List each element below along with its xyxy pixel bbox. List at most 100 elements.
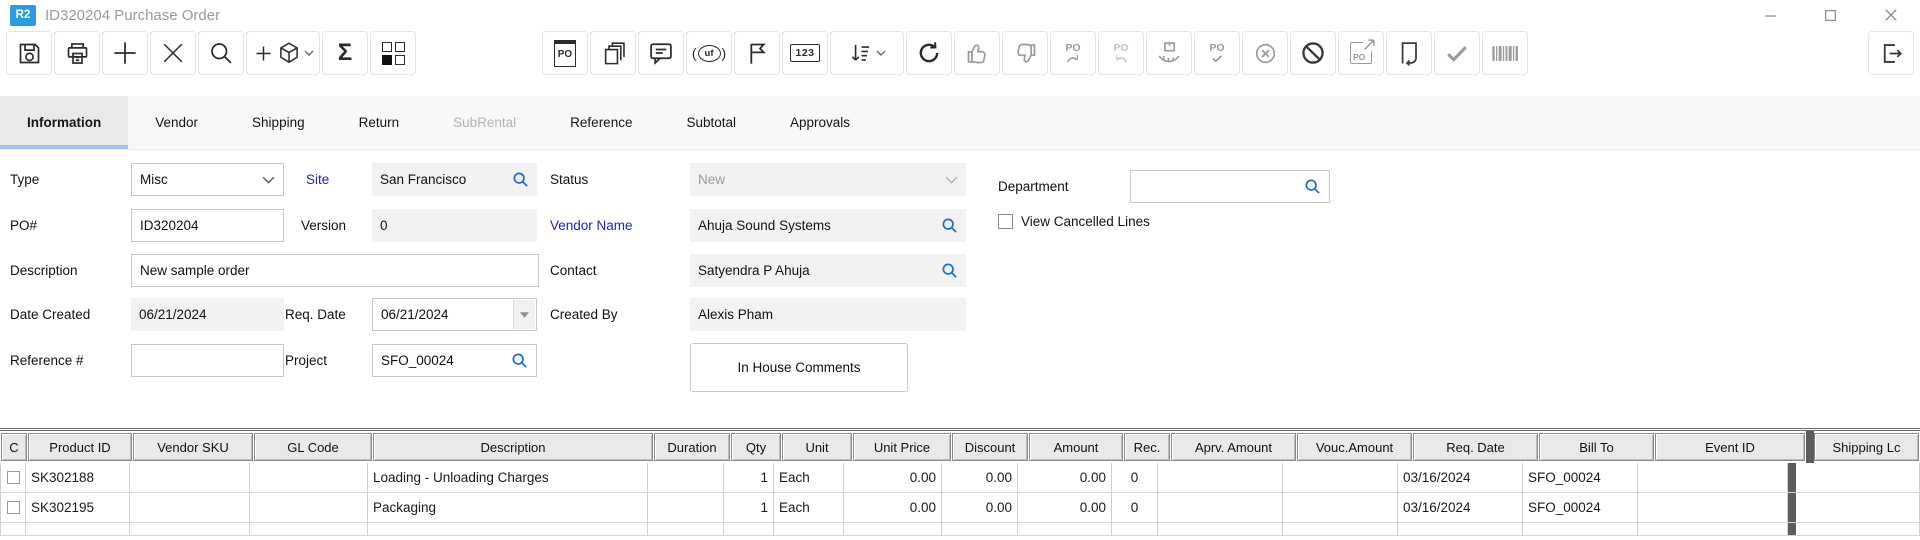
return-document-button[interactable] [1386,31,1432,75]
numbers-icon: 123 [790,44,820,62]
column-header-gl-code[interactable]: GL Code [254,433,372,461]
po-document-icon: PO [554,39,576,67]
minimize-button[interactable] [1764,9,1777,22]
no-entry-icon [1302,42,1324,64]
column-header-vendor-sku[interactable]: Vendor SKU [133,433,253,461]
cell-bill-to: SFO_00024 [1523,463,1638,492]
cell-duration [648,493,724,522]
cell-req-date: 03/16/2024 [1398,493,1523,522]
tab-subtotal[interactable]: Subtotal [686,115,737,130]
row-checkbox[interactable] [6,471,20,484]
tab-vendor[interactable]: Vendor [155,115,199,130]
department-field[interactable] [1130,170,1330,203]
column-header-bill-to[interactable]: Bill To [1539,433,1654,461]
search-icon[interactable] [1304,178,1321,195]
receive-button[interactable] [1146,31,1192,75]
search-icon[interactable] [941,262,958,279]
contact-field[interactable]: Satyendra P Ahuja [690,254,966,287]
barcode-button[interactable] [1482,31,1528,75]
flag-button[interactable] [734,31,780,75]
site-label[interactable]: Site [306,172,330,187]
search-icon[interactable] [512,171,529,188]
tab-approvals[interactable]: Approvals [790,115,851,130]
in-house-comments-button[interactable]: In House Comments [690,343,908,392]
count-button[interactable]: 123 [782,31,828,75]
void-button[interactable] [1290,31,1336,75]
column-header-shipping-location[interactable]: Shipping Lc [1814,433,1919,461]
tab-return[interactable]: Return [358,115,400,130]
column-header-description[interactable]: Description [373,433,653,461]
delete-line-button[interactable] [150,31,196,75]
search-icon[interactable] [511,352,528,369]
tab-shipping[interactable]: Shipping [252,115,305,130]
cell-aprv-amount [1158,493,1283,522]
maximize-button[interactable] [1824,9,1837,22]
project-input[interactable]: SFO_00024 [372,344,537,377]
cancel-line-button[interactable] [1242,31,1288,75]
grid-pane-splitter [1788,463,1796,492]
search-button[interactable] [198,31,244,75]
vendor-name-field[interactable]: Ahuja Sound Systems [690,209,966,242]
exit-button[interactable] [1868,31,1914,75]
save-button[interactable] [6,31,52,75]
approve-button[interactable] [954,31,1000,75]
user-fields-button[interactable]: (uf) [686,31,732,75]
line-items-grid: C Product ID Vendor SKU GL Code Descript… [0,428,1920,540]
copy-button[interactable] [590,31,636,75]
vendor-name-label[interactable]: Vendor Name [550,218,633,233]
date-dropdown-button[interactable] [513,300,535,329]
row-checkbox[interactable] [6,501,20,514]
po-forward-button[interactable]: PO [1050,31,1096,75]
confirm-button[interactable] [1434,31,1480,75]
cell-aprv-amount [1158,463,1283,492]
search-icon[interactable] [941,217,958,234]
close-button[interactable] [1884,8,1898,22]
req-date-input[interactable]: 06/21/2024 [372,298,537,331]
add-line-button[interactable] [102,31,148,75]
type-select[interactable]: Misc [131,163,284,196]
layout-grid-button[interactable] [370,31,416,75]
cell-event-id [1638,463,1788,492]
column-header-amount[interactable]: Amount [1029,433,1123,461]
column-header-aprv-amount[interactable]: Aprv. Amount [1171,433,1296,461]
table-row[interactable]: SK302188 Loading - Unloading Charges 1 E… [0,463,1920,493]
table-row[interactable]: SK302195 Packaging 1 Each 0.00 0.00 0.00… [0,493,1920,523]
tab-reference[interactable]: Reference [570,115,633,130]
reject-button[interactable] [1002,31,1048,75]
po-number-input[interactable]: ID320204 [131,209,284,242]
view-cancelled-lines-label: View Cancelled Lines [1021,214,1150,229]
column-header-qty[interactable]: Qty [731,433,781,461]
chevron-down-icon [304,50,313,56]
po-revert-button[interactable]: PO [1098,31,1144,75]
po-document-button[interactable]: PO [542,31,588,75]
plus-icon [256,46,270,60]
column-header-req-date[interactable]: Req. Date [1413,433,1538,461]
column-header-event-id[interactable]: Event ID [1655,433,1805,461]
refresh-button[interactable] [906,31,952,75]
column-header-vouc-amount[interactable]: Vouc.Amount [1297,433,1412,461]
tab-information[interactable]: Information [0,96,129,149]
column-header-rec[interactable]: Rec. [1124,433,1170,461]
column-header-unit-price[interactable]: Unit Price [853,433,951,461]
print-button[interactable] [54,31,100,75]
window-title: ID320204 Purchase Order [45,6,221,24]
column-header-duration[interactable]: Duration [654,433,730,461]
column-header-product-id[interactable]: Product ID [28,433,132,461]
po-check-button[interactable]: PO [1194,31,1240,75]
view-cancelled-lines-checkbox[interactable] [998,214,1013,229]
reference-input[interactable] [131,344,284,377]
column-header-discount[interactable]: Discount [952,433,1028,461]
grid-pane-splitter[interactable] [1806,431,1814,463]
sort-button[interactable] [830,31,904,75]
add-product-button[interactable] [246,31,320,75]
description-label: Description [10,263,78,278]
column-header-unit[interactable]: Unit [782,433,852,461]
comments-button[interactable] [638,31,684,75]
site-field[interactable]: San Francisco [372,163,537,196]
column-header-c[interactable]: C [1,433,27,461]
po-export-button[interactable]: PO [1338,31,1384,75]
description-input[interactable]: New sample order [131,254,539,287]
sum-button[interactable]: Σ [322,31,368,75]
cell-discount: 0.00 [942,463,1018,492]
